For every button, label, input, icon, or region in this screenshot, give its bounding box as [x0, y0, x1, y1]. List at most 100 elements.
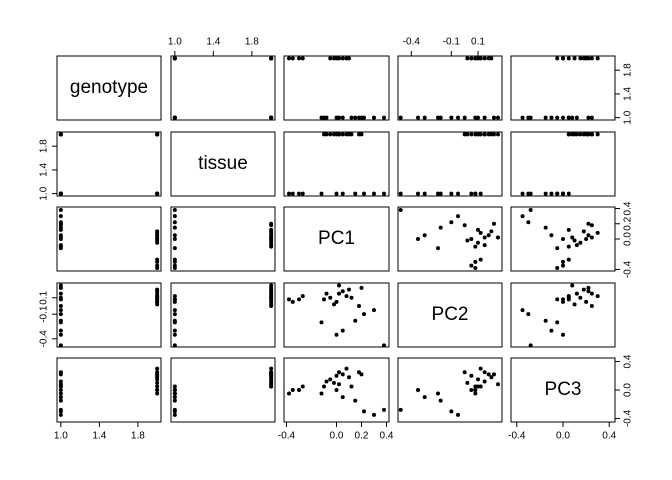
- point: [58, 132, 63, 137]
- point: [269, 56, 274, 61]
- point: [449, 191, 454, 196]
- point: [449, 409, 454, 414]
- point: [372, 115, 376, 120]
- point: [172, 398, 177, 403]
- point: [572, 238, 577, 243]
- point: [155, 229, 160, 234]
- point: [543, 191, 548, 196]
- point: [549, 233, 554, 238]
- point: [362, 312, 366, 317]
- point: [528, 208, 533, 213]
- y-tick-label: 1.0: [39, 186, 50, 200]
- point: [172, 297, 177, 302]
- point: [478, 191, 483, 196]
- x-tick-label: 0.4: [380, 431, 394, 442]
- point: [570, 115, 575, 120]
- point: [398, 208, 403, 213]
- point: [473, 259, 478, 264]
- point: [287, 391, 291, 396]
- point: [58, 243, 63, 248]
- point: [319, 191, 324, 196]
- x-tick-label: 1.4: [92, 431, 106, 442]
- point: [398, 191, 403, 196]
- point: [297, 297, 301, 302]
- point: [462, 370, 467, 375]
- point: [566, 191, 571, 196]
- panel: [56, 357, 162, 423]
- point: [328, 295, 333, 300]
- point: [566, 115, 571, 120]
- point: [347, 287, 351, 292]
- panel: [397, 357, 503, 423]
- point: [549, 115, 554, 120]
- point: [357, 132, 361, 137]
- x-tick-label: -0.4: [278, 431, 296, 442]
- point: [561, 115, 565, 120]
- point: [172, 328, 177, 333]
- point: [578, 132, 583, 137]
- panel: [56, 282, 162, 348]
- x-tick-label: -0.4: [403, 37, 421, 48]
- point: [561, 297, 565, 302]
- point: [269, 115, 274, 120]
- point: [578, 56, 583, 61]
- point: [586, 132, 591, 137]
- point: [172, 332, 177, 337]
- point: [58, 388, 63, 392]
- point: [324, 291, 329, 296]
- point: [465, 238, 470, 243]
- point: [155, 391, 160, 396]
- point: [347, 56, 351, 61]
- panel: [56, 131, 162, 197]
- point: [476, 132, 480, 137]
- y-tick-label: 1.8: [39, 139, 50, 153]
- point: [334, 191, 339, 196]
- point: [372, 412, 376, 417]
- point: [462, 115, 467, 120]
- point: [473, 244, 478, 249]
- point: [269, 366, 274, 371]
- point: [478, 257, 483, 262]
- point: [322, 297, 326, 302]
- point: [489, 375, 494, 380]
- point: [382, 407, 386, 412]
- point: [269, 291, 274, 296]
- point: [416, 388, 420, 392]
- point: [572, 56, 577, 61]
- point: [172, 388, 177, 392]
- point: [332, 302, 336, 307]
- x-tick-label: 0.0: [556, 431, 570, 442]
- point: [172, 208, 177, 213]
- point: [340, 115, 345, 120]
- point: [574, 132, 579, 137]
- point: [462, 223, 467, 228]
- point: [334, 388, 339, 392]
- point: [58, 214, 63, 219]
- point: [549, 191, 554, 196]
- point: [328, 56, 333, 61]
- point: [58, 370, 63, 375]
- point: [340, 372, 345, 377]
- point: [482, 235, 487, 240]
- point: [319, 391, 324, 396]
- point: [422, 191, 427, 196]
- panel: [397, 206, 503, 272]
- point: [353, 318, 358, 323]
- point: [561, 332, 565, 337]
- point: [58, 191, 63, 196]
- y-tick-label: 1.4: [623, 87, 634, 101]
- point: [58, 318, 63, 323]
- point: [566, 244, 571, 249]
- x-tick-label: 1.0: [54, 431, 68, 442]
- point: [595, 230, 600, 235]
- point: [344, 294, 349, 299]
- point: [58, 227, 63, 232]
- point: [398, 407, 403, 412]
- point: [589, 132, 594, 137]
- point: [290, 191, 295, 196]
- panel: [397, 55, 503, 121]
- panel: [510, 55, 616, 121]
- point: [269, 382, 274, 387]
- point: [297, 56, 301, 61]
- point: [290, 299, 295, 304]
